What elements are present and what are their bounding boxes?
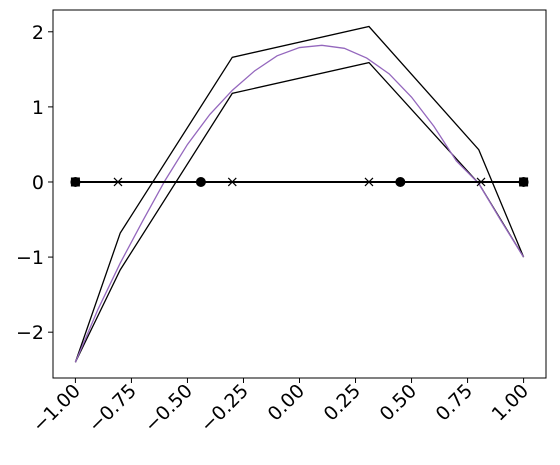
plot-frame	[52, 9, 547, 379]
x-tick-label: −0.75	[84, 380, 141, 437]
point	[70, 177, 80, 187]
x-tick-label: −0.25	[196, 380, 253, 437]
y-tick-label: 2	[32, 22, 44, 44]
point	[227, 177, 237, 187]
y-tick-label: −1	[16, 247, 44, 269]
point	[476, 177, 486, 187]
y-tick-label: 0	[32, 172, 44, 194]
y-tick-label: 1	[32, 97, 44, 119]
line	[74, 44, 525, 363]
point	[195, 176, 206, 187]
x-tick-label: 0.50	[376, 380, 421, 425]
point	[113, 177, 123, 187]
x-tick-label: −1.00	[28, 380, 85, 437]
x-tick-label: 0.00	[264, 380, 309, 425]
point	[519, 177, 529, 187]
x-tick-label: −0.50	[140, 380, 197, 437]
x-tick-label: 0.25	[320, 380, 365, 425]
x-tick-label: 1.00	[488, 380, 533, 425]
line	[74, 25, 525, 363]
x-tick-label: 0.75	[432, 380, 477, 425]
point	[395, 176, 406, 187]
y-tick-label: −2	[16, 322, 44, 344]
line	[74, 61, 525, 363]
point	[364, 177, 374, 187]
